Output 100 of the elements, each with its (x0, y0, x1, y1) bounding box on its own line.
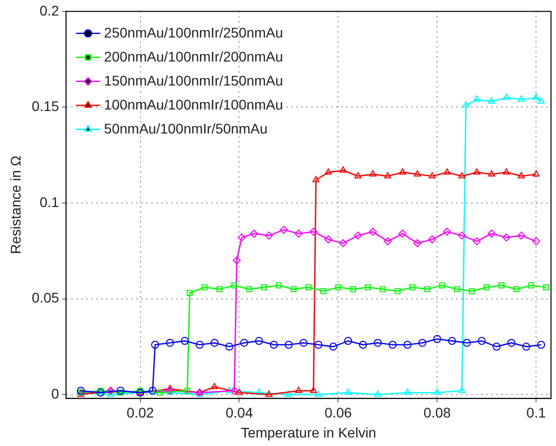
point (462, 338, 471, 347)
legend-label: 250nmAu/100nmIr/250nmAu (104, 24, 284, 40)
point (364, 284, 371, 290)
point (543, 284, 550, 290)
point (285, 390, 292, 397)
legend-label: 200nmAu/100nmIr/200nmAu (104, 48, 284, 64)
point (488, 97, 496, 104)
x-tick-label: 0.08 (424, 404, 452, 421)
x-tick-label: 0.1 (526, 404, 546, 421)
point (488, 230, 496, 238)
point (256, 388, 263, 395)
point (324, 168, 332, 175)
y-axis-title: Resistance in Ω (7, 156, 24, 254)
point (444, 168, 451, 175)
point (473, 96, 480, 102)
point (340, 166, 347, 173)
y-tick-label: 0.05 (32, 290, 60, 306)
point (384, 172, 392, 178)
point (404, 388, 412, 395)
point (409, 284, 416, 290)
point (255, 336, 264, 345)
point (473, 168, 480, 175)
point (398, 230, 407, 238)
point (344, 388, 352, 395)
point (196, 340, 204, 349)
point (329, 342, 338, 351)
point (350, 286, 356, 292)
point (502, 233, 510, 242)
point (324, 235, 332, 244)
point (314, 340, 322, 349)
point (424, 286, 430, 292)
point (284, 340, 293, 349)
point (232, 256, 241, 264)
point (454, 286, 460, 292)
point (492, 342, 501, 351)
point (443, 228, 452, 236)
point (309, 228, 318, 236)
point (518, 96, 525, 102)
point (374, 338, 382, 347)
point (532, 237, 540, 246)
point (528, 282, 534, 288)
point (157, 390, 164, 396)
point (186, 290, 193, 296)
point (240, 338, 248, 347)
point (537, 340, 546, 349)
point (403, 340, 412, 349)
point (538, 97, 545, 104)
point (478, 336, 486, 345)
point (166, 338, 174, 347)
point (180, 336, 189, 345)
point (96, 388, 105, 397)
point (368, 228, 377, 236)
point (300, 338, 308, 347)
point (231, 282, 238, 288)
point (388, 340, 397, 349)
point (261, 284, 267, 290)
point (151, 340, 160, 349)
point (246, 286, 252, 292)
x-axis-title: Temperature in Kelvin (240, 424, 376, 440)
point (448, 336, 456, 345)
point (384, 237, 392, 246)
point (498, 282, 504, 288)
point (394, 288, 401, 294)
point (439, 282, 446, 288)
point (98, 388, 104, 394)
point (196, 390, 204, 397)
x-tick-label: 0.04 (226, 404, 254, 421)
point (148, 386, 157, 395)
point (434, 388, 441, 395)
legend-label: 50nmAu/100nmIr/50nmAu (104, 120, 268, 136)
point (294, 230, 303, 238)
point (226, 386, 233, 393)
point (238, 233, 246, 242)
point (507, 338, 516, 347)
point (518, 172, 525, 178)
point (522, 342, 530, 351)
point (484, 284, 490, 290)
point (250, 230, 258, 238)
point (216, 286, 222, 292)
point (310, 386, 318, 393)
point (488, 170, 496, 176)
point (502, 94, 510, 100)
point (369, 170, 376, 176)
point (290, 286, 297, 292)
point (458, 232, 466, 240)
legend-label: 100nmAu/100nmIr/100nmAu (104, 96, 284, 112)
point (314, 390, 322, 397)
y-tick-label: 0.2 (40, 2, 60, 18)
point (306, 284, 312, 290)
point (458, 386, 466, 393)
point (513, 286, 520, 292)
point (210, 382, 218, 390)
point (374, 390, 382, 397)
point (339, 239, 348, 248)
point (210, 338, 219, 347)
point (532, 170, 540, 176)
point (264, 232, 273, 240)
point (380, 286, 386, 292)
y-tick-label: 0.15 (32, 98, 60, 114)
point (335, 284, 342, 290)
